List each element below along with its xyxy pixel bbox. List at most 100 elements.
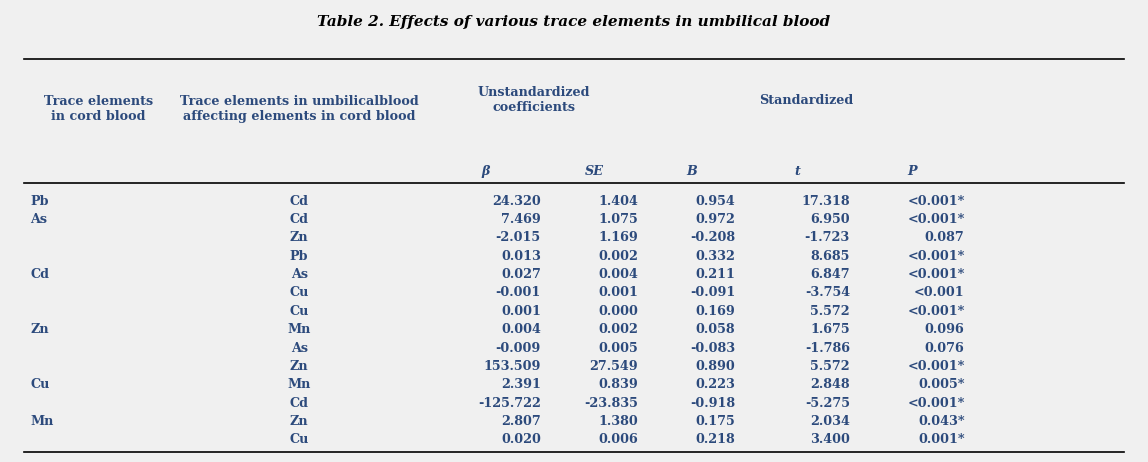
Text: Cd: Cd [30,268,49,281]
Text: Cu: Cu [30,378,49,391]
Text: Mn: Mn [287,323,311,336]
Text: 0.972: 0.972 [696,213,736,226]
Text: As: As [290,268,308,281]
Text: -125.722: -125.722 [478,397,541,410]
Text: 1.380: 1.380 [598,415,638,428]
Text: Unstandardized
coefficients: Unstandardized coefficients [478,86,590,114]
Text: 0.043*: 0.043* [918,415,964,428]
Text: 0.001*: 0.001* [918,433,964,446]
Text: 1.404: 1.404 [598,195,638,207]
Text: 0.001: 0.001 [501,305,541,318]
Text: 0.954: 0.954 [696,195,736,207]
Text: 0.002: 0.002 [598,323,638,336]
Text: <0.001*: <0.001* [907,250,964,263]
Text: 1.075: 1.075 [598,213,638,226]
Text: 3.400: 3.400 [810,433,850,446]
Text: 0.013: 0.013 [501,250,541,263]
Text: 7.469: 7.469 [501,213,541,226]
Text: 0.223: 0.223 [696,378,736,391]
Text: Zn: Zn [30,323,48,336]
Text: 1.675: 1.675 [810,323,850,336]
Text: 2.391: 2.391 [501,378,541,391]
Text: Mn: Mn [287,378,311,391]
Text: -0.208: -0.208 [690,231,736,244]
Text: <0.001*: <0.001* [907,195,964,207]
Text: Cu: Cu [289,433,309,446]
Text: 5.572: 5.572 [810,360,850,373]
Text: 8.685: 8.685 [810,250,850,263]
Text: -1.723: -1.723 [805,231,850,244]
Text: <0.001*: <0.001* [907,213,964,226]
Text: 0.076: 0.076 [925,341,964,355]
Text: -5.275: -5.275 [805,397,850,410]
Text: 0.890: 0.890 [696,360,736,373]
Text: P: P [907,165,916,178]
Text: 1.169: 1.169 [598,231,638,244]
Text: Pb: Pb [30,195,48,207]
Text: Cu: Cu [289,305,309,318]
Text: -2.015: -2.015 [496,231,541,244]
Text: -0.009: -0.009 [496,341,541,355]
Text: 0.839: 0.839 [598,378,638,391]
Text: Cd: Cd [289,213,309,226]
Text: <0.001*: <0.001* [907,268,964,281]
Text: Zn: Zn [289,415,309,428]
Text: As: As [30,213,47,226]
Text: SE: SE [584,165,604,178]
Text: Pb: Pb [290,250,309,263]
Text: 2.807: 2.807 [501,415,541,428]
Text: 0.087: 0.087 [925,231,964,244]
Text: 0.004: 0.004 [501,323,541,336]
Text: -0.918: -0.918 [690,397,736,410]
Text: Cu: Cu [289,286,309,299]
Text: 0.169: 0.169 [696,305,736,318]
Text: Mn: Mn [30,415,54,428]
Text: 6.847: 6.847 [810,268,850,281]
Text: <0.001*: <0.001* [907,305,964,318]
Text: Trace elements in umbilicalblood
affecting elements in cord blood: Trace elements in umbilicalblood affecti… [180,95,419,123]
Text: -23.835: -23.835 [584,397,638,410]
Text: t: t [794,165,800,178]
Text: Cd: Cd [289,195,309,207]
Text: 0.332: 0.332 [696,250,736,263]
Text: 27.549: 27.549 [590,360,638,373]
Text: As: As [290,341,308,355]
Text: 2.848: 2.848 [810,378,850,391]
Text: -0.091: -0.091 [690,286,736,299]
Text: 0.211: 0.211 [696,268,736,281]
Text: 0.005*: 0.005* [918,378,964,391]
Text: Cd: Cd [289,397,309,410]
Text: 2.034: 2.034 [810,415,850,428]
Text: <0.001*: <0.001* [907,360,964,373]
Text: -1.786: -1.786 [805,341,850,355]
Text: B: B [687,165,697,178]
Text: 17.318: 17.318 [801,195,850,207]
Text: Zn: Zn [289,231,309,244]
Text: 0.000: 0.000 [598,305,638,318]
Text: 0.002: 0.002 [598,250,638,263]
Text: 0.001: 0.001 [598,286,638,299]
Text: -0.001: -0.001 [496,286,541,299]
Text: 0.218: 0.218 [696,433,736,446]
Text: <0.001: <0.001 [914,286,964,299]
Text: Trace elements
in cord blood: Trace elements in cord blood [44,95,154,123]
Text: 0.006: 0.006 [598,433,638,446]
Text: 153.509: 153.509 [483,360,541,373]
Text: 0.175: 0.175 [696,415,736,428]
Text: 6.950: 6.950 [810,213,850,226]
Text: 24.320: 24.320 [492,195,541,207]
Text: -0.083: -0.083 [690,341,736,355]
Text: 0.027: 0.027 [501,268,541,281]
Text: 0.058: 0.058 [696,323,736,336]
Text: 0.096: 0.096 [925,323,964,336]
Text: 0.005: 0.005 [598,341,638,355]
Text: -3.754: -3.754 [805,286,850,299]
Text: Table 2. Effects of various trace elements in umbilical blood: Table 2. Effects of various trace elemen… [318,15,830,29]
Text: 0.004: 0.004 [598,268,638,281]
Text: Zn: Zn [289,360,309,373]
Text: Standardized: Standardized [759,94,853,107]
Text: 0.020: 0.020 [501,433,541,446]
Text: <0.001*: <0.001* [907,397,964,410]
Text: β: β [481,165,489,178]
Text: 5.572: 5.572 [810,305,850,318]
